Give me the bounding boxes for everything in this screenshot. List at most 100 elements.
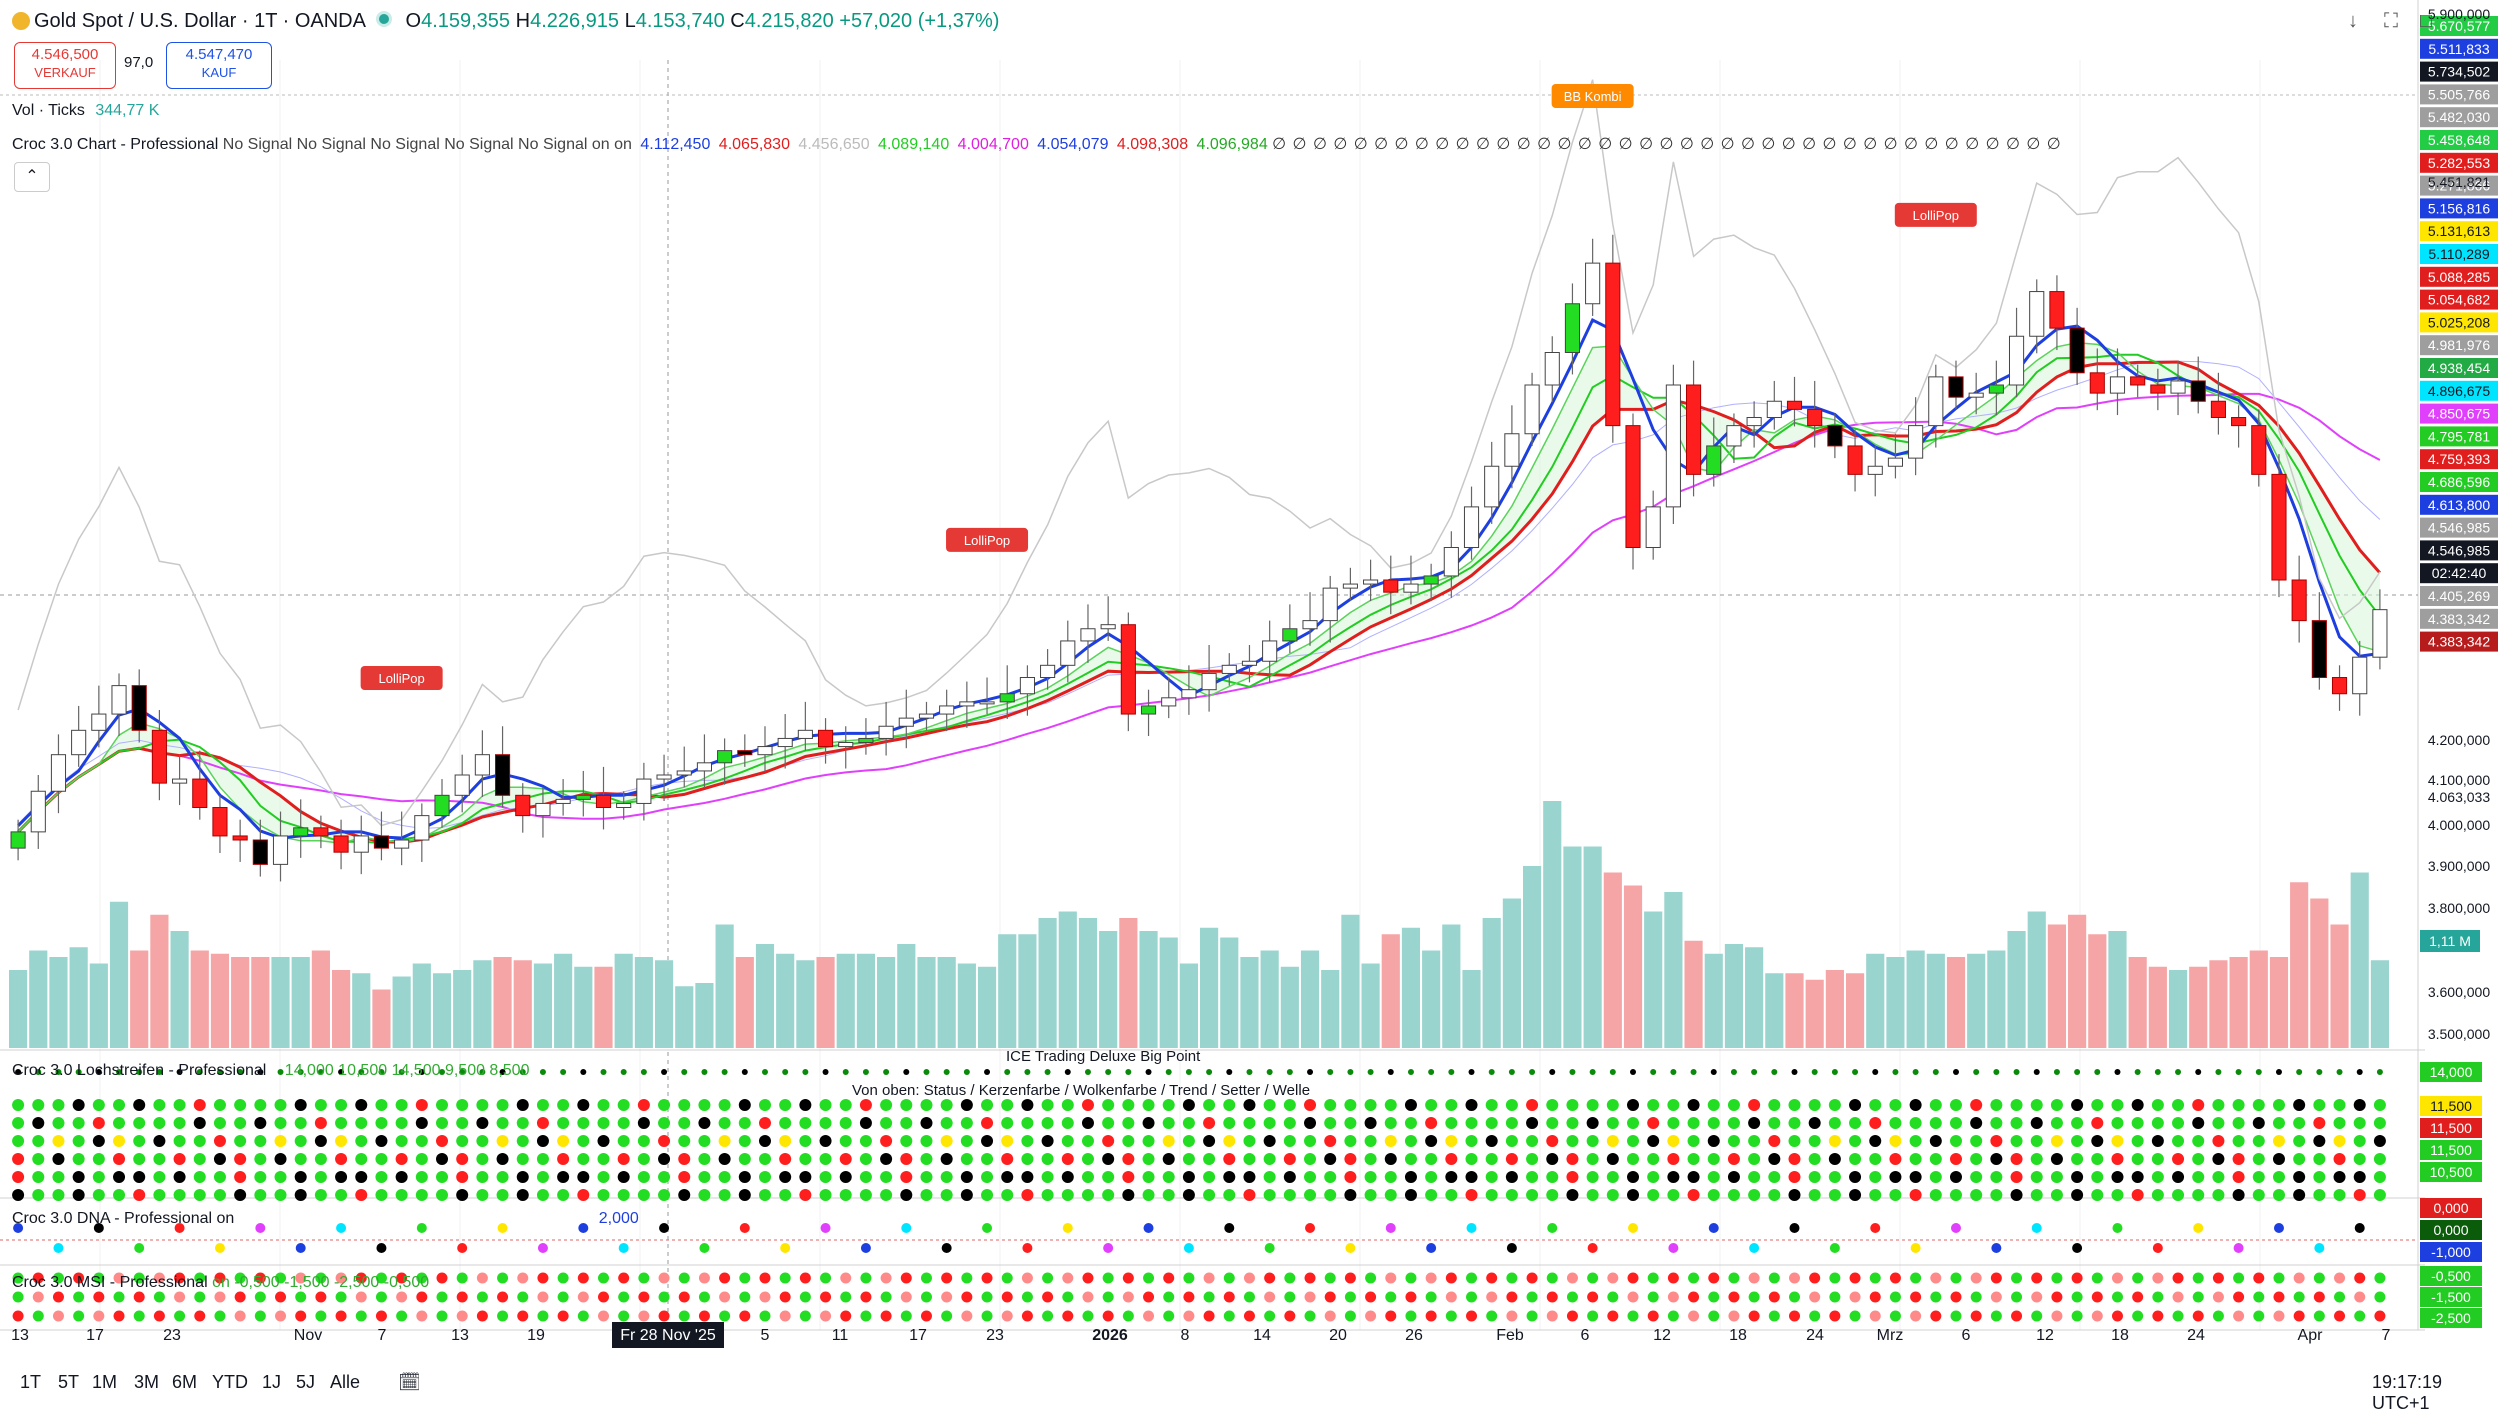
dna-dot (214, 1243, 225, 1253)
lochstreifen-dot (1081, 1171, 1094, 1183)
msi-dot (32, 1272, 44, 1284)
lochstreifen-dot (2091, 1099, 2104, 1111)
msi-dot (2152, 1272, 2164, 1284)
timeframe-5t[interactable]: 5T (58, 1372, 80, 1392)
price-scale-label-bg (2420, 517, 2498, 538)
volume-bar (1805, 979, 1824, 1048)
lochstreifen-dot (1001, 1171, 1014, 1183)
dna-dot (1668, 1243, 1679, 1253)
timeframe-6m[interactable]: 6M (172, 1372, 198, 1392)
calendar-icon[interactable]: 🗓 (398, 1372, 421, 1392)
lochstreifen-dot (779, 1135, 792, 1147)
lochstreifen-dot (1748, 1117, 1761, 1129)
lochstreifen-top-dot (1508, 1069, 1515, 1075)
lochstreifen-dot (1849, 1189, 1862, 1201)
lochstreifen-dot (1203, 1135, 1216, 1147)
maximize-icon[interactable]: □ (2420, 10, 2433, 32)
lochstreifen-dot (981, 1189, 994, 1201)
msi-dot (517, 1272, 529, 1284)
msi-dot (2212, 1272, 2224, 1284)
dna-dot (1587, 1243, 1598, 1253)
msi-dot (1264, 1291, 1276, 1303)
lochstreifen-top-dot (75, 1069, 82, 1075)
msi-dot (1990, 1291, 2002, 1303)
date-tick: Mrz (1877, 1327, 1904, 1344)
volume-bar (2249, 950, 2268, 1048)
volume-bar (1926, 953, 1945, 1048)
lochstreifen-dot (1606, 1153, 1619, 1165)
volume-bar (2370, 960, 2389, 1048)
lochstreifen-dot (940, 1153, 953, 1165)
croc-chart-legend[interactable]: Croc 3.0 Chart - Professional No Signal … (12, 134, 2062, 154)
lochstreifen-top-dot (2053, 1069, 2060, 1075)
msi-dot (1183, 1310, 1195, 1322)
lochstreifen-dot (1021, 1153, 1034, 1165)
timeframe-1j[interactable]: 1J (262, 1372, 282, 1392)
msi-dot (315, 1291, 327, 1303)
msi-dot (2253, 1310, 2265, 1322)
msi-legend[interactable]: Croc 3.0 MSI - Professional on -0,500 -1… (12, 1274, 429, 1292)
lochstreifen-dot (738, 1135, 751, 1147)
lochstreifen-dot (2030, 1099, 2043, 1111)
volume-bar (977, 966, 997, 1048)
buy-button[interactable]: 4.547,470 KAUF (166, 42, 272, 89)
volume-bar (231, 957, 250, 1048)
msi-dot (355, 1310, 367, 1322)
msi-dot (1042, 1310, 1054, 1322)
timeframe-1m[interactable]: 1M (92, 1372, 118, 1392)
fullscreen-icon[interactable]: ⛶ (2384, 10, 2398, 32)
price-scale-label-bg (2420, 130, 2498, 150)
volume-legend[interactable]: Vol · Ticks 344,77 K (12, 102, 159, 120)
timeframe-3m[interactable]: 3M (134, 1372, 160, 1392)
lochstreifen-dot (1869, 1117, 1882, 1129)
dna-legend[interactable]: Croc 3.0 DNA - Professional on 2,000 (12, 1210, 639, 1228)
lochstreifen-dot (1041, 1135, 1054, 1147)
lochstreifen-legend[interactable]: Croc 3.0 Lochstreifen - Professional 14,… (12, 1062, 529, 1080)
msi-dot (133, 1291, 145, 1303)
dna-dot (860, 1243, 871, 1253)
lochstreifen-top-dot (1993, 1069, 2000, 1075)
timeframe-ytd[interactable]: YTD (212, 1372, 248, 1392)
msi-dot (1243, 1272, 1255, 1284)
lochstreifen-dot (900, 1135, 913, 1147)
timeframe-5j[interactable]: 5J (296, 1372, 316, 1392)
msi-dot (900, 1291, 912, 1303)
buy-label: KAUF (201, 65, 237, 80)
lochstreifen-dot (314, 1153, 327, 1165)
candle-body (1786, 400, 1803, 410)
clock[interactable]: 19:17:19 UTC+1 (2372, 1372, 2443, 1413)
msi-dot (820, 1272, 832, 1284)
lochstreifen-dot (859, 1099, 872, 1111)
download-icon[interactable]: ↓ (2348, 10, 2358, 32)
timeframe-alle[interactable]: Alle (330, 1372, 361, 1392)
msi-label: Croc 3.0 MSI - Professional (12, 1274, 208, 1291)
lochstreifen-dot (274, 1099, 287, 1111)
lochstreifen-dot (375, 1135, 388, 1147)
candle-body (1686, 384, 1702, 475)
candle-body (454, 774, 470, 796)
price-scale-label: 4.981,976 (2428, 337, 2490, 353)
lochstreifen-top-dot (1428, 1069, 1435, 1075)
lochstreifen-dot (1970, 1135, 1983, 1147)
msi-dot (12, 1310, 24, 1322)
msi-dot (1688, 1291, 1700, 1303)
lochstreifen-dot (1768, 1099, 1781, 1111)
dna-dot (2354, 1223, 2365, 1233)
symbol-title[interactable]: Gold Spot / U.S. Dollar · 1T · OANDA O4.… (12, 10, 999, 33)
lochstreifen-dot (920, 1099, 933, 1111)
msi-dot (1243, 1310, 1255, 1322)
timeframe-1t[interactable]: 1T (20, 1372, 42, 1392)
volume-bar (2108, 931, 2127, 1048)
lochstreifen-dot (1566, 1153, 1579, 1165)
lochstreifen-dot (1061, 1099, 1074, 1111)
candle-body (717, 750, 733, 764)
collapse-legend-button[interactable]: ⌃ (14, 162, 50, 192)
msi-dot (2132, 1291, 2144, 1303)
lochstreifen-dot (1344, 1099, 1357, 1111)
sell-button[interactable]: 4.546,500 VERKAUF (14, 42, 116, 89)
lochstreifen-dot (1909, 1117, 1922, 1129)
lochstreifen-dot (335, 1117, 348, 1129)
lochstreifen-dot (1748, 1153, 1761, 1165)
lochstreifen-dot (1445, 1135, 1458, 1147)
